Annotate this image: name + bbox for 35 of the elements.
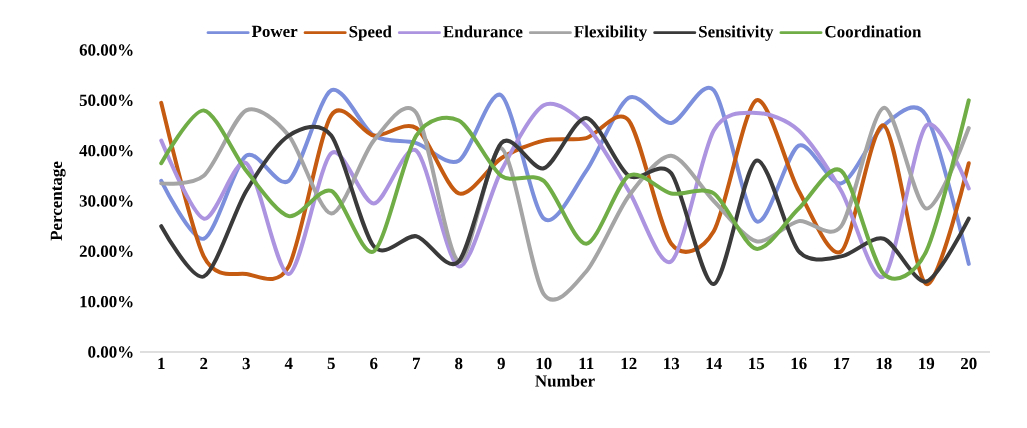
x-tick-label: 1 — [158, 357, 165, 370]
x-tick-label: 16 — [791, 357, 807, 370]
x-tick-label: 19 — [919, 357, 935, 370]
y-tick-label: 40.00% — [79, 144, 133, 157]
x-tick-label: 10 — [536, 357, 552, 370]
x-tick-label: 18 — [876, 357, 892, 370]
x-tick-label: 3 — [242, 357, 250, 370]
y-tick-label: 60.00% — [79, 44, 133, 56]
legend-label: Endurance — [443, 25, 523, 38]
x-tick-label: 2 — [200, 357, 208, 370]
x-tick-label: 13 — [664, 357, 680, 370]
x-tick-label: 14 — [706, 357, 722, 370]
x-tick-label: 15 — [749, 357, 765, 370]
legend-label: Flexibility — [574, 25, 648, 41]
y-tick-label: 20.00% — [79, 245, 133, 258]
x-tick-label: 11 — [579, 357, 594, 370]
x-tick-label: 4 — [284, 357, 293, 369]
legend-label: Coordination — [825, 25, 922, 38]
x-tick-label: 20 — [961, 357, 977, 370]
x-tick-label: 17 — [834, 357, 850, 370]
y-axis-title: Percentage — [50, 161, 66, 241]
x-tick-label: 8 — [455, 357, 463, 370]
x-tick-label: 5 — [327, 357, 335, 370]
y-tick-label: 30.00% — [79, 195, 133, 207]
legend-label: Power — [251, 25, 298, 38]
x-tick-label: 12 — [621, 357, 637, 370]
x-axis-title: Number — [535, 374, 595, 387]
legend-label: Speed — [349, 25, 392, 41]
x-tick-label: 7 — [412, 357, 421, 369]
x-tick-label: 6 — [370, 357, 378, 370]
y-tick-label: 50.00% — [79, 94, 133, 107]
x-tick-label: 9 — [497, 357, 505, 370]
y-tick-label: 0.00% — [88, 346, 133, 358]
y-tick-label: 10.00% — [80, 295, 133, 308]
legend-label: Sensitivity — [699, 25, 774, 41]
